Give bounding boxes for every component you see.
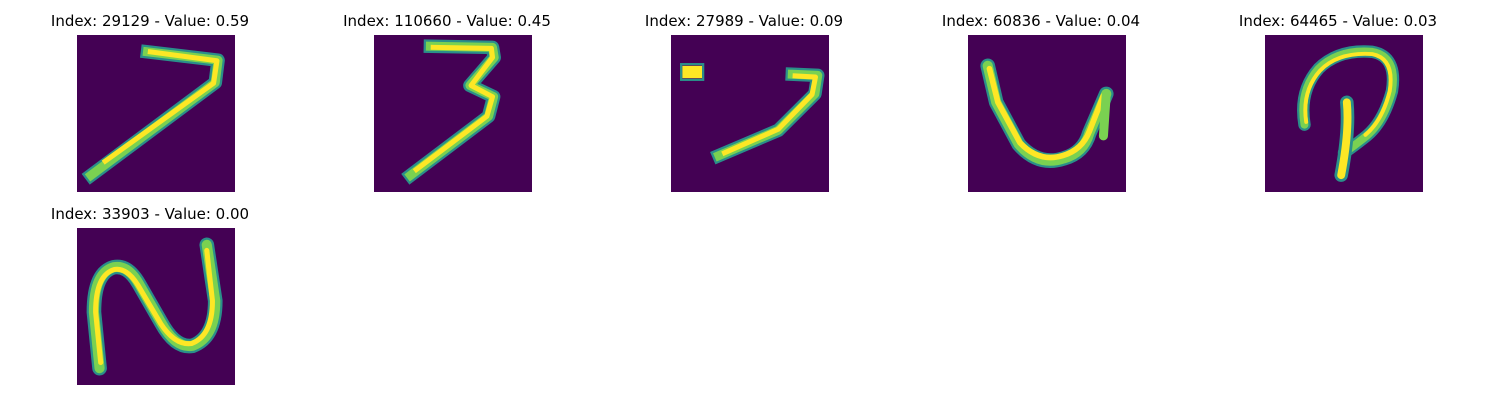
digit-image: [77, 35, 235, 192]
digit-image: [374, 35, 532, 192]
image-panel: Index: 29129 - Value: 0.59: [0, 0, 300, 192]
panel-title: Index: 29129 - Value: 0.59: [50, 12, 250, 30]
digit-image: [77, 228, 235, 385]
panel-title: Index: 60836 - Value: 0.04: [941, 12, 1141, 30]
panel-title: Index: 64465 - Value: 0.03: [1238, 12, 1438, 30]
image-panel: Index: 110660 - Value: 0.45: [297, 0, 597, 192]
image-panel: Index: 60836 - Value: 0.04: [891, 0, 1191, 192]
image-panel: Index: 27989 - Value: 0.09: [594, 0, 894, 192]
panel-title: Index: 110660 - Value: 0.45: [343, 12, 551, 30]
panel-title: Index: 27989 - Value: 0.09: [644, 12, 844, 30]
digit-image: [968, 35, 1126, 192]
panel-title: Index: 33903 - Value: 0.00: [50, 205, 250, 223]
digit-image: [671, 35, 829, 192]
image-panel: Index: 33903 - Value: 0.00: [0, 193, 300, 385]
digit-image: [1265, 35, 1423, 192]
image-panel: Index: 64465 - Value: 0.03: [1188, 0, 1488, 192]
